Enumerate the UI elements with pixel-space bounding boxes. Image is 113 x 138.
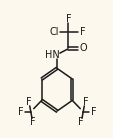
Text: Cl: Cl bbox=[49, 27, 58, 37]
Text: F: F bbox=[26, 97, 31, 108]
Text: F: F bbox=[82, 97, 87, 108]
Text: F: F bbox=[18, 107, 23, 117]
Text: F: F bbox=[79, 27, 85, 37]
Text: F: F bbox=[65, 14, 71, 24]
Text: F: F bbox=[90, 107, 95, 117]
Text: F: F bbox=[77, 117, 83, 127]
Text: O: O bbox=[79, 43, 87, 53]
Text: F: F bbox=[30, 117, 36, 127]
Text: HN: HN bbox=[45, 50, 59, 60]
